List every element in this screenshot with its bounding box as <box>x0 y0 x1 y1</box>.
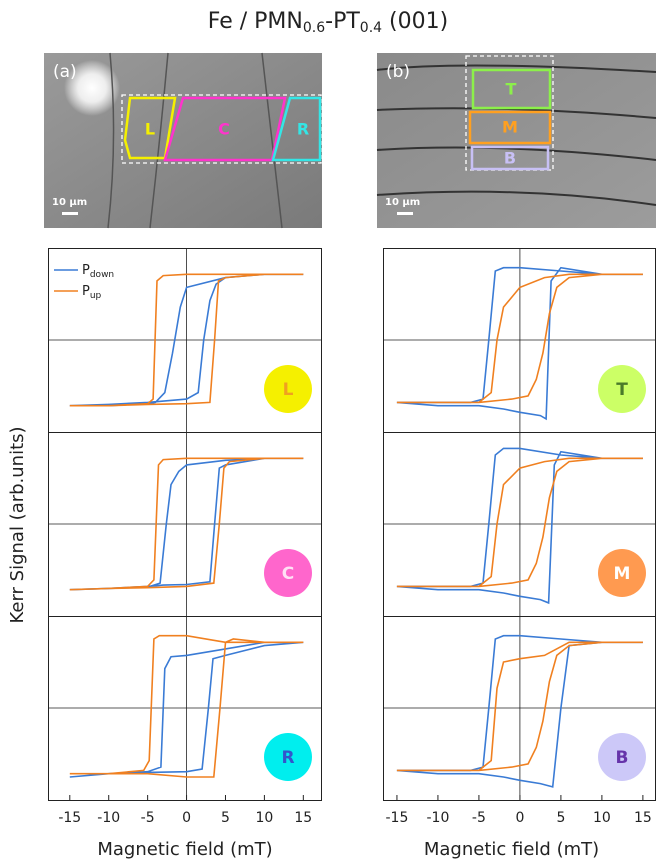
badge-label: B <box>616 748 629 768</box>
badge-label: M <box>614 564 631 584</box>
x-tick-label: -15 <box>58 810 81 826</box>
scale-label: 10 µm <box>385 197 420 208</box>
chart-panel: -15 -10 -5 0 5 10 15 Magnetic field (mT) R <box>48 616 322 860</box>
x-tick-label: 0 <box>515 810 524 826</box>
x-tick-label: 5 <box>556 810 565 826</box>
legend-label: Pdown <box>82 263 114 280</box>
region-label: R <box>297 120 309 139</box>
panel-label: (a) <box>53 62 77 82</box>
x-tick-label: -15 <box>385 810 408 826</box>
x-tick-label: 10 <box>255 810 273 826</box>
y-axis-label: Kerr Signal (arb.units) <box>7 426 28 623</box>
region-label: B <box>504 149 516 168</box>
region-label: M <box>502 118 518 137</box>
chart-panel: C <box>48 432 322 617</box>
x-axis-label: Magnetic field (mT) <box>424 839 599 860</box>
x-tick-label: 15 <box>294 810 312 826</box>
legend-label-part: up <box>90 291 102 301</box>
region-label: L <box>145 120 155 139</box>
badge-label: C <box>282 564 294 584</box>
figure: Fe / PMN0.6-PT0.4 (001) Kerr Signal (arb… <box>0 0 656 866</box>
legend-label-part: P <box>82 284 90 299</box>
title-part: (001) <box>382 9 448 34</box>
legend-label-part: P <box>82 263 90 278</box>
x-tick-label: 15 <box>634 810 652 826</box>
title-part: -PT <box>325 9 360 34</box>
x-tick-label: -5 <box>472 810 486 826</box>
title-part: 0.4 <box>360 20 382 36</box>
badge-label: T <box>616 380 628 400</box>
chart-panel: -15 -10 -5 0 5 10 15 Magnetic field (mT) B <box>383 616 656 860</box>
x-tick-label: 0 <box>182 810 191 826</box>
x-tick-label: -5 <box>141 810 155 826</box>
title-part: 0.6 <box>303 20 325 36</box>
panel-label: (b) <box>386 62 410 82</box>
badge-label: R <box>281 748 294 768</box>
legend-label: Pup <box>82 284 102 301</box>
region-label: C <box>218 120 230 139</box>
title-part: Fe / PMN <box>208 9 303 34</box>
x-tick-label: 10 <box>593 810 611 826</box>
badge-label: L <box>283 380 294 400</box>
chart-panel: T <box>383 248 656 433</box>
legend-label-part: down <box>90 270 114 280</box>
scale-label: 10 µm <box>52 197 87 208</box>
x-tick-label: -10 <box>426 810 449 826</box>
region-label: T <box>506 80 517 99</box>
chart-panel: M <box>383 432 656 617</box>
x-tick-label: 5 <box>221 810 230 826</box>
x-axis-label: Magnetic field (mT) <box>97 839 272 860</box>
figure-title: Fe / PMN0.6-PT0.4 (001) <box>208 9 448 36</box>
x-tick-label: -10 <box>97 810 120 826</box>
